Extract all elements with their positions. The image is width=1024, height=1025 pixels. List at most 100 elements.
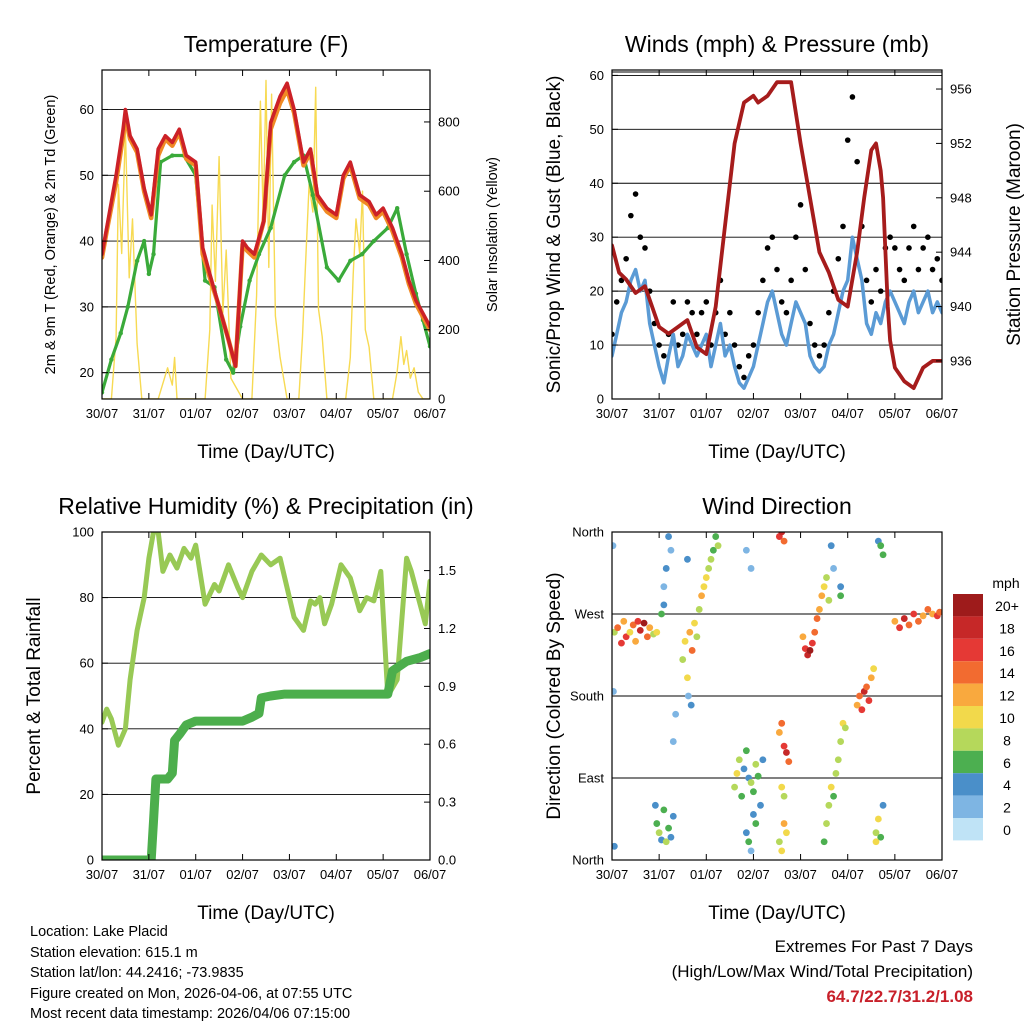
series-line-total-precipitation — [102, 649, 430, 860]
x-axis-label: Time (Day/UTC) — [708, 903, 846, 924]
direction-point — [714, 542, 722, 550]
direction-point — [662, 838, 670, 846]
series-line-solar-insolation — [102, 79, 430, 399]
x-tick-label: 02/07 — [737, 406, 770, 421]
direction-point — [924, 606, 932, 613]
data-point-gust — [656, 342, 662, 348]
chart-title: Temperature (F) — [184, 31, 349, 57]
data-point-gust — [689, 309, 695, 316]
y2-tick-label: 0.0 — [438, 853, 456, 868]
data-point-2m-td — [291, 159, 297, 165]
direction-point — [667, 546, 675, 554]
direction-point — [808, 639, 816, 647]
direction-point — [870, 665, 878, 673]
direction-point — [745, 838, 753, 846]
data-point-gust — [642, 245, 648, 251]
direction-point — [896, 624, 903, 632]
y-tick-label: 30 — [590, 230, 604, 245]
direction-point — [660, 601, 668, 609]
y-tick-label: West — [575, 607, 605, 622]
direction-point — [853, 701, 861, 709]
x-axis-label: Time (Day/UTC) — [708, 442, 846, 463]
data-point-gust — [793, 234, 799, 240]
y2-tick-label: 952 — [950, 136, 972, 151]
x-tick-label: 30/07 — [596, 867, 629, 882]
data-point-2m-td — [256, 252, 262, 257]
direction-point — [775, 729, 783, 736]
y-tick-label: 20 — [80, 787, 94, 802]
y-tick-label: South — [570, 689, 604, 704]
recent-data-text: Most recent data timestamp: 2026/04/06 0… — [30, 1006, 351, 1022]
station-info: Location: Lake Placid Station elevation:… — [30, 922, 352, 1025]
series-line-station-pressure — [612, 80, 942, 391]
direction-point — [626, 628, 634, 636]
data-point-gust — [783, 309, 790, 316]
x-tick-label: 02/07 — [737, 867, 770, 882]
data-point-gust — [731, 342, 738, 348]
data-point-gust — [849, 94, 856, 100]
colorbar-swatch — [953, 594, 983, 617]
y2-axis-label: Station Pressure (Maroon) — [1004, 123, 1024, 346]
direction-point — [681, 637, 689, 645]
data-point-gust — [826, 309, 832, 316]
latlon-text: Station lat/lon: 44.2416; -73.9835 — [30, 965, 244, 981]
direction-point — [919, 612, 927, 620]
data-point-2m-td — [404, 252, 409, 257]
direction-point — [841, 724, 849, 732]
colorbar-label: 20+ — [995, 598, 1019, 614]
y-tick-label: 60 — [590, 68, 604, 83]
data-point-2m-td — [282, 173, 287, 178]
colorbar-label: 18 — [999, 620, 1015, 636]
direction-point — [825, 596, 833, 604]
data-point-gust — [863, 277, 870, 284]
direction-point — [905, 621, 913, 629]
y-tick-label: 40 — [80, 721, 94, 736]
chart-title: Wind Direction — [702, 493, 852, 519]
direction-point — [658, 610, 665, 618]
direction-point — [799, 633, 807, 641]
colorbar-label: 8 — [1003, 732, 1011, 748]
direction-point — [679, 656, 687, 663]
x-tick-label: 01/07 — [690, 867, 723, 882]
data-point-gust — [694, 331, 700, 338]
direction-point — [693, 633, 701, 641]
direction-point — [684, 674, 691, 682]
data-point-2m-td — [170, 153, 175, 158]
direction-point — [612, 842, 618, 850]
x-tick-label: 03/07 — [273, 867, 306, 882]
direction-point — [858, 706, 866, 714]
extremes-subtitle: (High/Low/Max Wind/Total Precipitation) — [671, 962, 973, 981]
wind-direction-panel: Wind Direction Time (Day/UTC) Direction (C… — [544, 493, 1020, 924]
direction-point — [740, 765, 748, 773]
direction-point — [830, 565, 837, 572]
y2-tick-label: 948 — [950, 190, 972, 205]
data-point-gust — [929, 266, 936, 273]
colorbar-label: 2 — [1003, 800, 1011, 816]
data-point-gust — [778, 299, 785, 305]
data-point-gust — [920, 245, 926, 251]
y2-axis-label: Solar Insolation (Yellow) — [485, 157, 501, 312]
x-tick-label: 31/07 — [643, 867, 676, 882]
data-point-gust — [670, 299, 677, 305]
colorbar-title: mph — [992, 575, 1019, 591]
direction-point — [643, 633, 651, 641]
colorbar-swatch — [953, 795, 983, 818]
colorbar-swatch — [953, 750, 983, 774]
direction-point — [632, 637, 639, 645]
direction-point — [660, 806, 668, 814]
colorbar-swatch — [953, 706, 983, 729]
y-tick-label: 20 — [590, 284, 604, 299]
data-point-gust — [788, 277, 794, 284]
direction-point — [936, 608, 942, 616]
direction-point — [669, 738, 677, 745]
direction-point — [622, 633, 630, 641]
data-point-2m-td — [395, 205, 400, 211]
x-tick-label: 03/07 — [273, 406, 306, 421]
direction-point — [640, 619, 648, 627]
x-tick-label: 03/07 — [784, 867, 817, 882]
data-point-gust — [741, 374, 747, 381]
data-point-gust — [727, 309, 733, 316]
data-point-gust — [750, 342, 757, 348]
direction-point — [614, 624, 622, 632]
